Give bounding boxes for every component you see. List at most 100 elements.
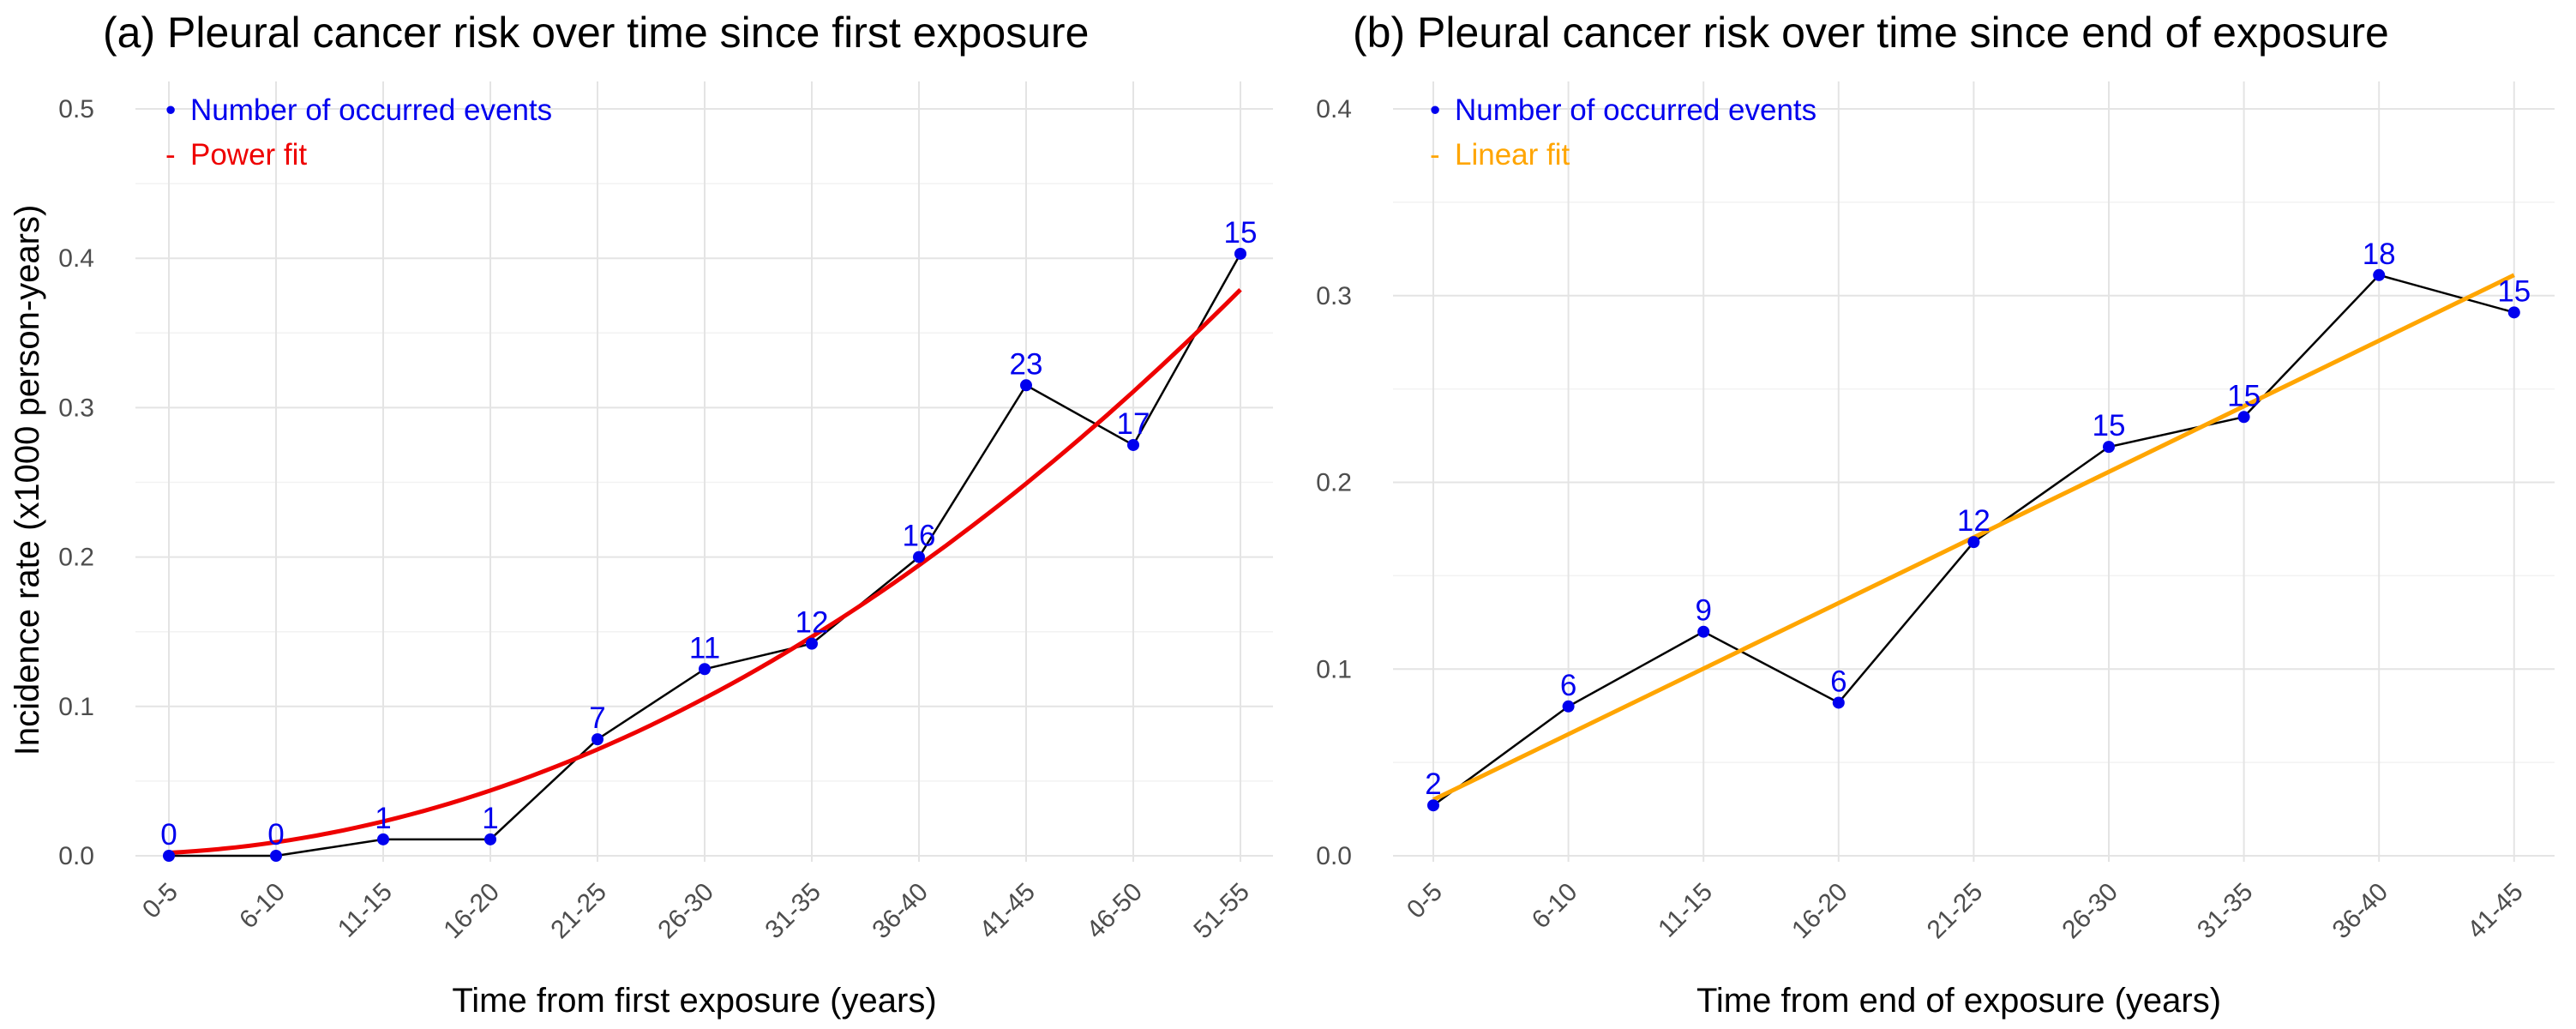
panel-b-points <box>1427 268 2520 812</box>
data-label: 1 <box>375 802 391 835</box>
data-label: 0 <box>160 818 177 851</box>
panel-a-power-fit-curve <box>168 288 1242 855</box>
data-label: 7 <box>589 701 605 735</box>
data-point <box>1562 700 1575 713</box>
panel-b-legend-fit: Linear fit <box>1455 138 1570 172</box>
data-label: 2 <box>1425 767 1441 801</box>
data-point <box>1427 799 1439 812</box>
x-tick-label: 16-20 <box>438 878 505 945</box>
data-label: 15 <box>2227 379 2261 412</box>
x-tick-label: 21-25 <box>545 878 612 945</box>
data-point <box>1127 438 1139 451</box>
y-tick-label: 0.1 <box>1316 655 1352 683</box>
y-tick-label: 0.4 <box>58 244 94 273</box>
data-label: 1 <box>482 802 498 835</box>
panel-b: (b) Pleural cancer risk over time since … <box>1316 9 2555 1020</box>
panel-a-points <box>163 247 1246 862</box>
panel-b-legend-marker-fit: - <box>1430 138 1440 172</box>
data-point <box>1020 379 1032 392</box>
data-point <box>591 733 603 746</box>
x-tick-label: 41-45 <box>974 878 1041 945</box>
panel-b-x-axis-title: Time from end of exposure (years) <box>1696 982 2221 1020</box>
data-label: 18 <box>2363 238 2396 271</box>
data-label: 23 <box>1010 347 1043 381</box>
y-tick-label: 0.4 <box>1316 95 1352 123</box>
y-tick-label: 0.0 <box>58 842 94 870</box>
y-tick-label: 0.5 <box>58 95 94 123</box>
data-point <box>163 850 175 862</box>
data-label: 9 <box>1695 594 1711 628</box>
data-label: 16 <box>903 520 936 553</box>
x-tick-label: 46-50 <box>1081 878 1148 945</box>
data-label: 15 <box>2497 274 2531 308</box>
data-point <box>1697 625 1710 638</box>
panel-b-y-ticks: 0.0 0.1 0.2 0.3 0.4 <box>1316 95 1352 870</box>
y-tick-label: 0.1 <box>58 693 94 721</box>
data-point <box>1832 696 1845 709</box>
data-label: 15 <box>1224 216 1258 250</box>
data-point <box>270 850 282 862</box>
y-tick-label: 0.2 <box>58 544 94 572</box>
data-label: 12 <box>1957 504 1991 538</box>
x-tick-label: 26-30 <box>652 878 719 945</box>
panel-b-data-labels: 2 6 9 6 12 15 15 18 15 <box>1425 238 2531 801</box>
panel-b-x-ticks: 0-5 6-10 11-15 16-20 21-25 26-30 31-35 36-40 41-… <box>1402 878 2529 945</box>
x-tick-label: 0-5 <box>137 878 183 924</box>
data-point <box>2103 441 2115 454</box>
panel-b-title: (b) Pleural cancer risk over time since … <box>1353 9 2389 57</box>
data-point <box>2237 411 2250 424</box>
panel-b-grid <box>1393 81 2555 862</box>
panel-a-y-ticks: 0.0 0.1 0.2 0.3 0.4 0.5 <box>58 95 94 870</box>
data-label: 11 <box>689 631 720 665</box>
panel-a-legend: • Number of occurred events - Power fit <box>165 93 552 172</box>
data-point <box>1967 536 1980 549</box>
panel-b-legend-points: Number of occurred events <box>1455 93 1816 127</box>
x-tick-label: 41-45 <box>2462 878 2529 945</box>
panel-a-legend-points: Number of occurred events <box>190 93 552 127</box>
data-point <box>484 833 496 845</box>
data-label: 12 <box>796 606 829 640</box>
panel-a-x-axis-title: Time from first exposure (years) <box>452 982 936 1020</box>
x-tick-label: 6-10 <box>1527 878 1583 935</box>
y-tick-label: 0.3 <box>1316 282 1352 310</box>
data-point <box>2373 268 2386 281</box>
data-label: 0 <box>267 818 284 851</box>
panel-b-legend-marker-points: • <box>1430 93 1440 127</box>
x-tick-label: 51-55 <box>1188 878 1255 945</box>
x-tick-label: 31-35 <box>760 878 826 945</box>
panel-b-legend: • Number of occurred events - Linear fit <box>1430 93 1816 172</box>
x-tick-label: 16-20 <box>1786 878 1853 945</box>
y-tick-label: 0.0 <box>1316 842 1352 870</box>
panel-a-x-ticks: 0-5 6-10 11-15 16-20 21-25 26-30 31-35 36-40 41-… <box>137 878 1255 945</box>
x-tick-label: 31-35 <box>2192 878 2259 945</box>
data-point <box>2507 306 2520 319</box>
x-tick-label: 6-10 <box>234 878 291 935</box>
data-label: 15 <box>2093 409 2126 442</box>
data-point <box>699 663 711 676</box>
x-tick-label: 21-25 <box>1922 878 1989 945</box>
panel-a-grid <box>135 81 1273 862</box>
y-tick-label: 0.2 <box>1316 469 1352 497</box>
data-label: 6 <box>1560 669 1576 702</box>
x-tick-label: 36-40 <box>867 878 934 945</box>
x-tick-label: 26-30 <box>2057 878 2123 945</box>
panel-a-legend-fit: Power fit <box>190 138 307 172</box>
panel-a-y-axis-title: Incidence rate (x1000 person-years) <box>9 205 46 756</box>
panel-a: (a) Pleural cancer risk over time since … <box>9 9 1273 1020</box>
panel-a-legend-marker-fit: - <box>165 138 176 172</box>
data-label: 17 <box>1117 407 1150 441</box>
data-point <box>377 833 389 845</box>
panel-a-title: (a) Pleural cancer risk over time since … <box>103 9 1089 57</box>
x-tick-label: 0-5 <box>1402 878 1448 924</box>
data-point <box>913 551 925 563</box>
data-label: 6 <box>1830 665 1846 698</box>
panel-a-legend-marker-points: • <box>165 93 176 127</box>
x-tick-label: 11-15 <box>1653 878 1718 943</box>
x-tick-label: 36-40 <box>2327 878 2394 945</box>
y-tick-label: 0.3 <box>58 394 94 422</box>
data-point <box>806 637 818 650</box>
data-point <box>1234 247 1246 260</box>
x-tick-label: 11-15 <box>333 878 398 943</box>
